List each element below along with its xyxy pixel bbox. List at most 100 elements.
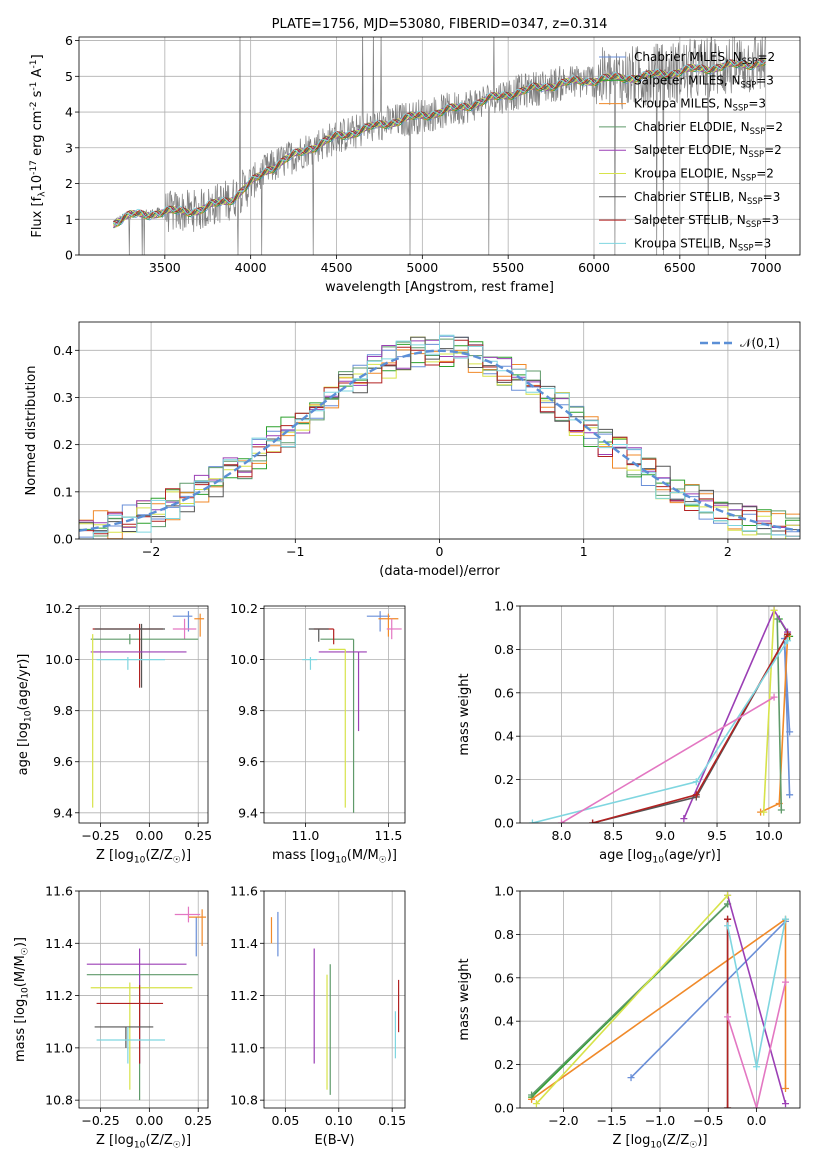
mass_vs_Z-frame: [78, 890, 209, 1109]
y-tick-label: 9.8: [53, 703, 73, 718]
plus-marker: [680, 815, 688, 823]
mass_vs_Z-grid: [79, 890, 208, 1108]
x-axis-label: mass [log10(M/M☉)]: [272, 848, 397, 865]
y-tick-label: 11.4: [230, 936, 258, 951]
residuals-plot-area: [79, 334, 800, 539]
y-tick-label: 11.6: [45, 884, 73, 899]
y-tick-label: 6: [65, 33, 73, 48]
plus-marker: [753, 1104, 761, 1108]
x-axis-label: (data-model)/error: [379, 564, 500, 579]
spectrum-frame: [78, 36, 801, 256]
x-axis-label: Z [log10(Z/Z☉)]: [96, 1133, 191, 1150]
x-tick-label: 3500: [149, 260, 181, 275]
residuals-frame: [78, 321, 801, 540]
y-tick-label: 0.4: [494, 729, 514, 744]
x-tick-label: −2.0: [548, 1113, 578, 1128]
plus-marker: [770, 606, 778, 614]
y-tick-label: 0.1: [53, 484, 73, 499]
histogram-step: [79, 334, 800, 539]
x-tick-label: 4000: [235, 260, 267, 275]
y-tick-label: 10.2: [230, 601, 258, 616]
legend-label: Chabrier MILES, NSSP=2: [634, 50, 775, 66]
y-axis-label: Normed distribution: [24, 366, 39, 496]
legend-label: Kroupa ELODIE, NSSP=2: [634, 167, 774, 183]
x-tick-label: 11.5: [374, 828, 402, 843]
y-axis-label: Flux [fλ10-17 erg cm-2 s-1 A-1]: [29, 54, 47, 237]
weight_vs_Z-frame: [519, 890, 801, 1109]
plus-marker: [782, 1100, 790, 1108]
y-tick-label: 3: [65, 140, 73, 155]
y-tick-label: 11.2: [230, 988, 258, 1003]
plus-marker: [786, 791, 794, 799]
y-tick-label: 4: [65, 105, 73, 120]
x-tick-label: 0.15: [378, 1113, 406, 1128]
x-tick-label: 0: [436, 544, 444, 559]
chart-title: PLATE=1756, MJD=53080, FIBERID=0347, z=0…: [272, 17, 608, 32]
plus-marker: [724, 1013, 732, 1021]
plus-marker: [724, 915, 732, 923]
plus-marker: [777, 806, 785, 814]
weight-line: [762, 610, 775, 813]
plus-marker: [692, 791, 700, 799]
plus-marker: [784, 630, 792, 638]
y-tick-label: 9.8: [238, 703, 258, 718]
age_vs_Z-grid: [79, 606, 208, 823]
weight-line: [561, 696, 775, 823]
y-tick-label: 0.6: [494, 970, 514, 985]
plus-marker: [528, 819, 536, 823]
legend-label: Kroupa MILES, NSSP=3: [634, 97, 766, 113]
x-tick-label: 0.10: [325, 1113, 353, 1128]
plus-marker: [532, 1100, 540, 1108]
x-tick-label: 9.0: [655, 828, 675, 843]
y-tick-label: 1.0: [494, 599, 514, 614]
y-tick-label: 10.8: [230, 1093, 258, 1108]
mass_vs_EBV-plot-area: [270, 911, 400, 1095]
x-axis-label: E(B-V): [314, 1133, 354, 1148]
y-tick-label: 0.0: [494, 816, 514, 831]
x-tick-label: −1.5: [597, 1113, 627, 1128]
legend-label: Salpeter ELODIE, NSSP=2: [634, 143, 782, 159]
legend-label: 𝒩(0,1): [740, 336, 780, 350]
y-tick-label: 11.0: [45, 1040, 73, 1055]
x-tick-label: 11.0: [292, 828, 320, 843]
y-axis-label: mass weight: [457, 673, 472, 755]
plus-marker: [782, 915, 790, 923]
y-tick-label: 9.6: [53, 754, 73, 769]
x-tick-label: −1: [286, 544, 304, 559]
x-tick-label: 0.00: [135, 1113, 163, 1128]
plus-marker: [770, 693, 778, 701]
x-tick-label: −0.25: [81, 828, 119, 843]
x-tick-label: 1: [580, 544, 588, 559]
plus-marker: [528, 1091, 536, 1099]
x-axis-label: Z [log10(Z/Z☉)]: [612, 1133, 707, 1150]
spectrum-model-line: [113, 59, 766, 225]
x-tick-label: −0.25: [81, 1113, 119, 1128]
plus-marker: [589, 819, 597, 823]
x-tick-label: 4500: [321, 260, 353, 275]
y-tick-label: 10.0: [45, 652, 73, 667]
y-axis-label: mass [log10(M/M☉)]: [13, 937, 30, 1062]
normal-curve: [79, 349, 800, 532]
legend-label: Kroupa STELIB, NSSP=3: [634, 236, 771, 252]
x-tick-label: 0.05: [271, 1113, 299, 1128]
mass_vs_Z-plot-area: [86, 906, 207, 1101]
spectrum-model-line: [113, 58, 766, 223]
y-tick-label: 0.2: [53, 437, 73, 452]
legend-label: Chabrier ELODIE, NSSP=2: [634, 120, 783, 136]
y-tick-label: 10.0: [230, 652, 258, 667]
y-tick-label: 10.8: [45, 1093, 73, 1108]
y-tick-label: 0.8: [494, 642, 514, 657]
y-tick-label: 0.4: [494, 1014, 514, 1029]
weight-line: [531, 917, 787, 1100]
x-tick-label: 0.25: [184, 1113, 212, 1128]
plus-marker: [786, 728, 794, 736]
y-tick-label: 1: [65, 212, 73, 227]
plus-marker: [692, 778, 700, 786]
x-axis-label: age [log10(age/yr)]: [599, 848, 721, 865]
y-tick-label: 0.6: [494, 685, 514, 700]
y-tick-label: 11.6: [230, 884, 258, 899]
plus-marker: [724, 891, 732, 899]
y-tick-label: 5: [65, 69, 73, 84]
spectrum-model-line: [112, 58, 766, 226]
